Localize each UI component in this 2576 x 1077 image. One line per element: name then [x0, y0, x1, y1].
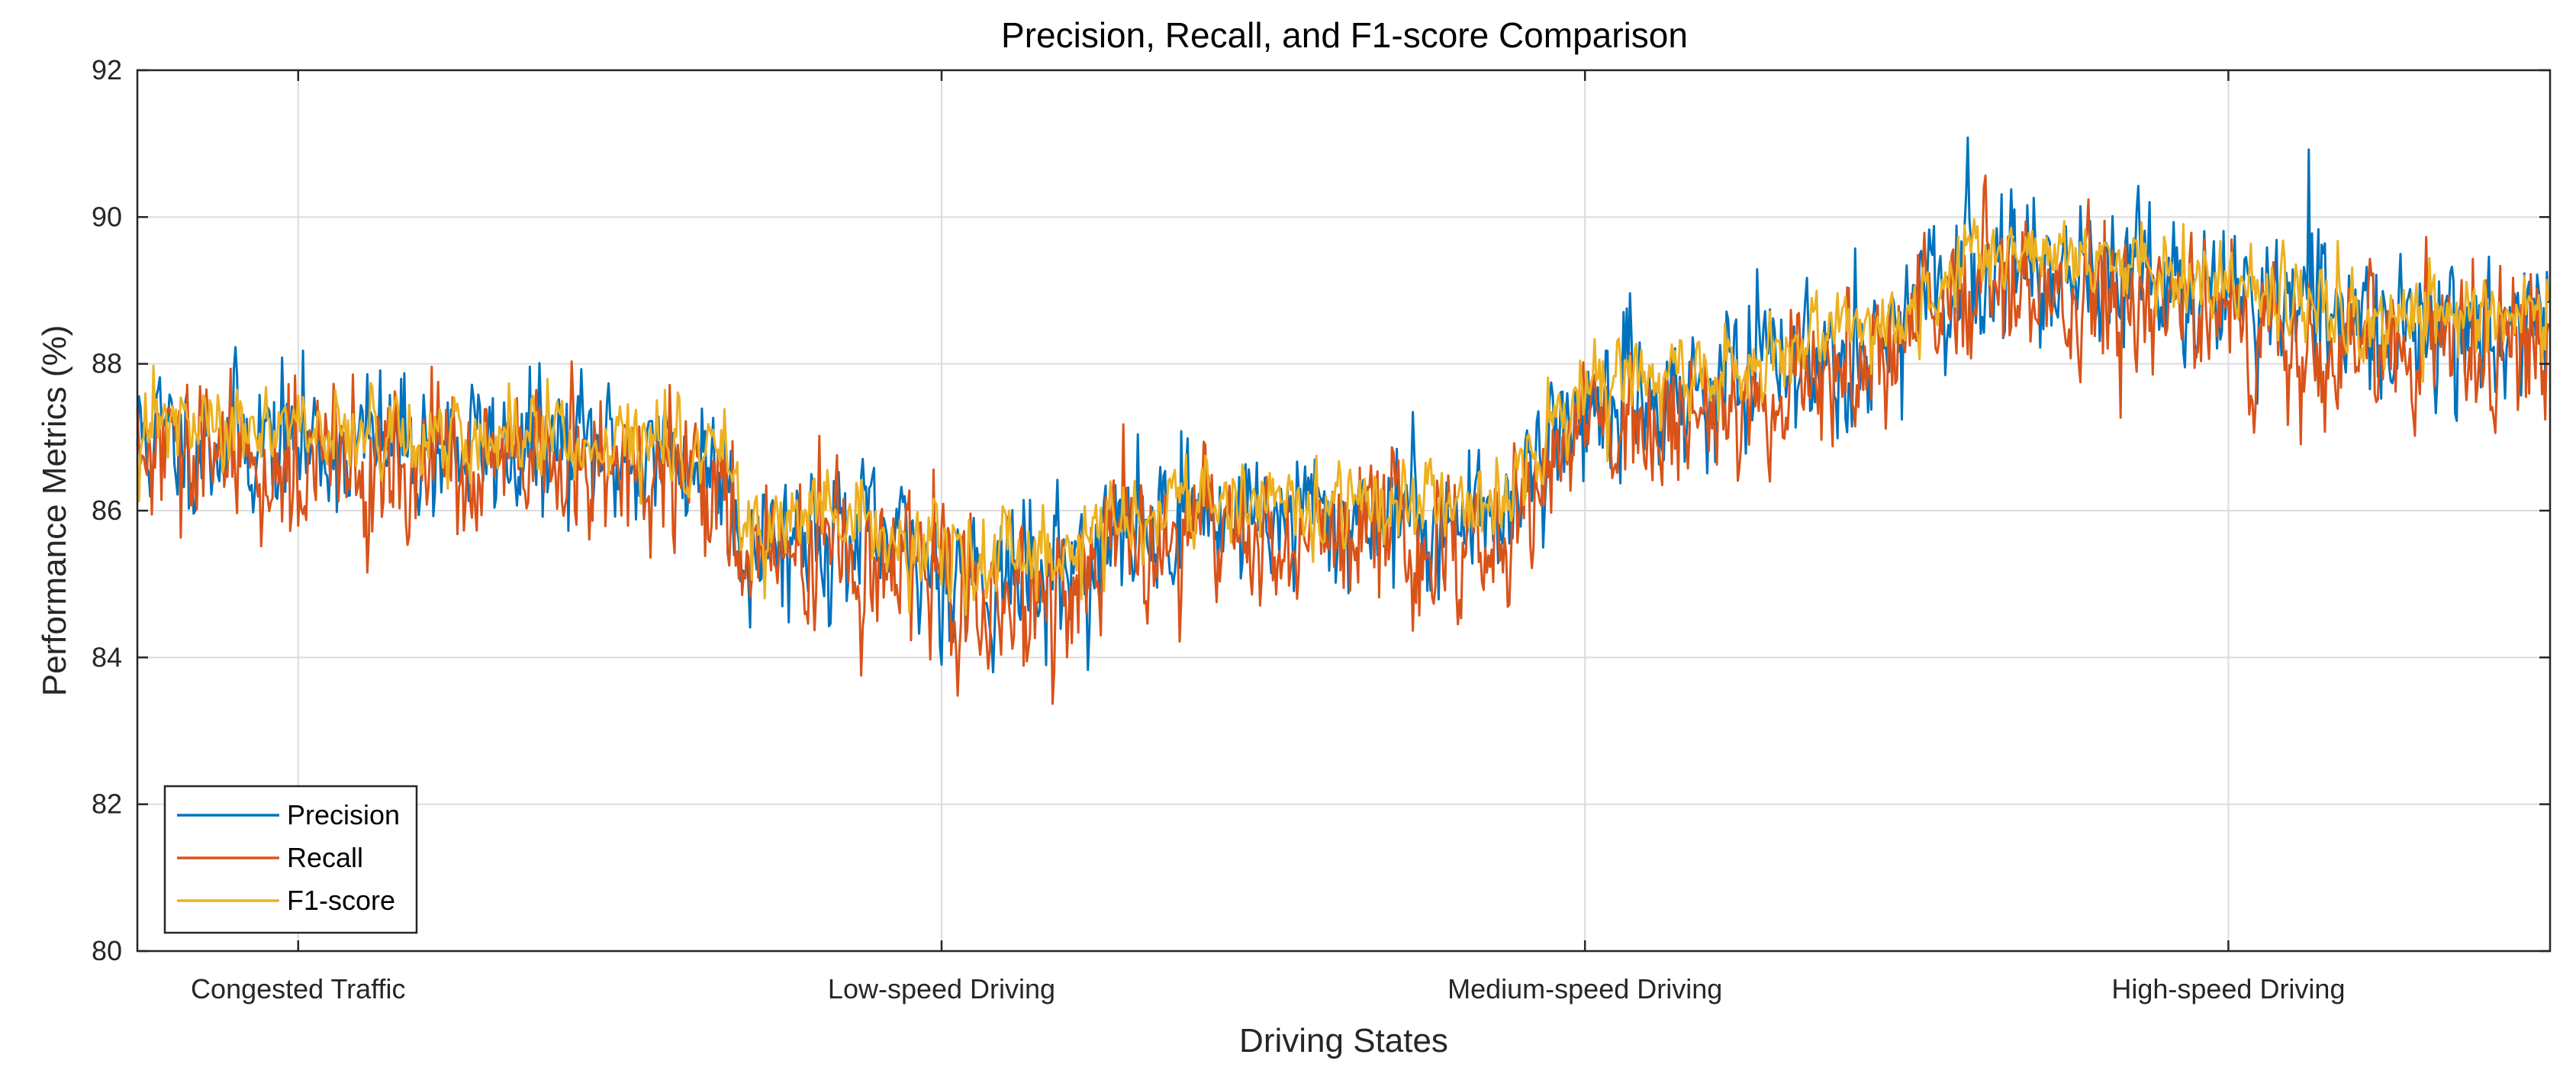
legend-label: Precision	[287, 799, 400, 830]
series-line-f1-score	[136, 218, 2550, 616]
y-tick-label: 90	[92, 201, 122, 232]
y-tick-label: 80	[92, 935, 122, 966]
y-axis-label: Performance Metrics (%)	[36, 325, 73, 697]
x-tick-label: Medium-speed Driving	[1447, 973, 1722, 1004]
legend-box	[163, 785, 418, 934]
x-tick-label: Congested Traffic	[191, 973, 406, 1004]
series-line-recall	[136, 174, 2550, 705]
x-tick-label: Low-speed Driving	[828, 973, 1055, 1004]
x-tick-label: High-speed Driving	[2111, 973, 2345, 1004]
tick-layer: 80 82 84 86 88 90 92 Congested Traffic Low-speed…	[92, 54, 2550, 1004]
y-tick-label: 82	[92, 788, 122, 820]
legend[interactable]: Precision Recall F1-score	[163, 785, 418, 934]
y-tick-label: 88	[92, 348, 122, 379]
legend-label: Recall	[287, 842, 363, 873]
y-tick-label: 86	[92, 495, 122, 526]
x-axis-label: Driving States	[1239, 1022, 1448, 1059]
chart-title: Precision, Recall, and F1-score Comparis…	[1001, 15, 1688, 55]
series-layer	[136, 136, 2550, 705]
y-tick-label: 92	[92, 54, 122, 85]
y-tick-label: 84	[92, 641, 122, 672]
legend-label: F1-score	[287, 885, 395, 916]
